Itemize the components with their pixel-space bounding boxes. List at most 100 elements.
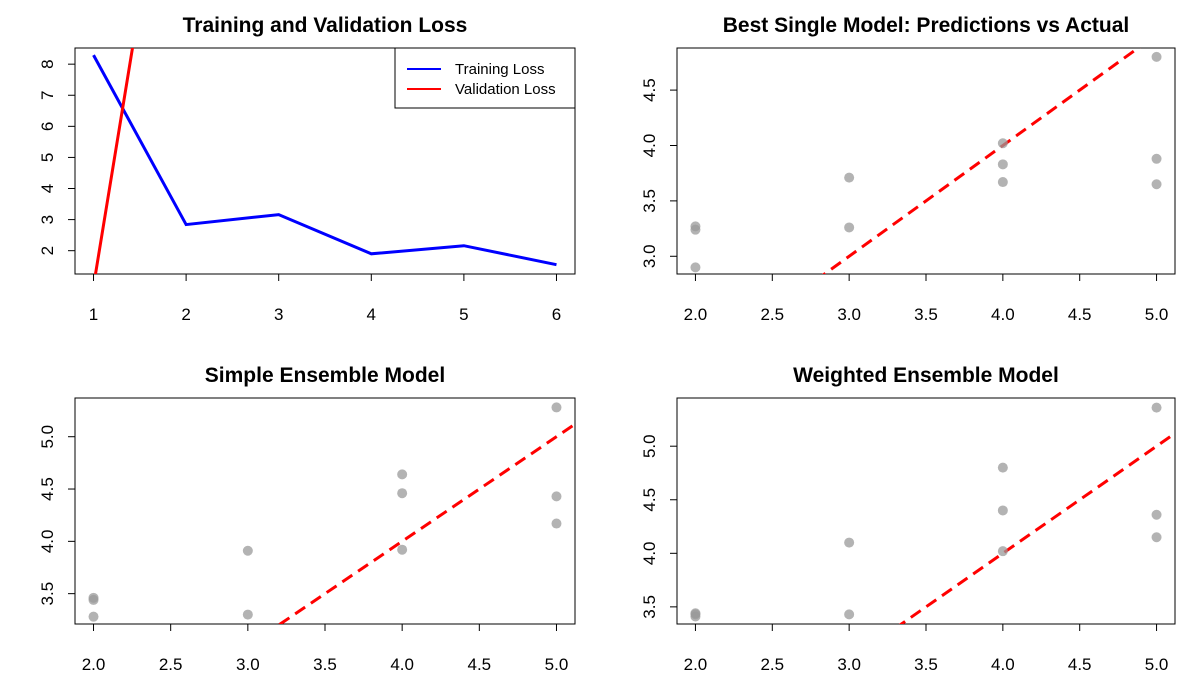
- y-tick-label: 4.5: [640, 78, 659, 102]
- plot-area: [92, 48, 557, 274]
- data-line: [93, 48, 135, 274]
- scatter-point: [1151, 532, 1162, 543]
- y-tick-label: 6: [38, 122, 57, 131]
- legend-label: Validation Loss: [455, 81, 556, 98]
- y-tick-label: 4.0: [38, 530, 57, 554]
- x-tick-label: 3.5: [313, 655, 337, 674]
- scatter-point: [844, 222, 855, 233]
- scatter-point: [690, 224, 701, 235]
- x-tick-label: 2.0: [684, 305, 708, 324]
- x-tick-label: 5: [459, 305, 468, 324]
- legend: Training Loss Validation Loss: [394, 47, 576, 109]
- scatter-point: [690, 262, 701, 273]
- y-tick-label: 4.5: [640, 488, 659, 512]
- chart-title: Weighted Ensemble Model: [793, 364, 1059, 387]
- x-tick-label: 4.5: [1068, 655, 1092, 674]
- x-tick-label: 2.5: [159, 655, 183, 674]
- y-tick-label: 5.0: [640, 434, 659, 458]
- x-tick-label: 3.0: [837, 305, 861, 324]
- reference-line: [898, 432, 1175, 624]
- x-tick-label: 3.0: [837, 655, 861, 674]
- scatter-point: [1151, 51, 1162, 62]
- x-tick-label: 2.5: [760, 655, 784, 674]
- x-tick-label: 6: [552, 305, 561, 324]
- panel: Training and Validation Loss 1 2 3 4 5 6 2 3 4 5 6 7…: [38, 14, 576, 324]
- reference-line: [821, 48, 1141, 274]
- scatter-point: [997, 462, 1008, 473]
- scatter-point: [690, 611, 701, 622]
- scatter-point: [88, 611, 99, 622]
- x-tick-label: 5.0: [545, 655, 569, 674]
- scatter-point: [242, 609, 253, 620]
- x-tick-label: 3.0: [236, 655, 260, 674]
- x-tick-label: 5.0: [1145, 655, 1169, 674]
- x-tick-label: 3.5: [914, 305, 938, 324]
- scatter-point: [551, 518, 562, 529]
- x-tick-label: 3: [274, 305, 283, 324]
- x-tick-label: 4.0: [390, 655, 414, 674]
- y-tick-label: 4: [38, 184, 57, 193]
- panel: Simple Ensemble Model 2.0 2.5 3.0 3.5 4.0 4.5 5…: [38, 364, 576, 674]
- scatter-point: [551, 491, 562, 502]
- scatter-point: [997, 159, 1008, 170]
- y-tick-label: 5.0: [38, 425, 57, 449]
- scatter-point: [997, 505, 1008, 516]
- x-tick-label: 4.5: [468, 655, 492, 674]
- panel: Weighted Ensemble Model 2.0 2.5 3.0 3.5 4.0 4.…: [640, 364, 1176, 674]
- scatter-point: [997, 177, 1008, 188]
- y-tick-label: 3.5: [38, 582, 57, 606]
- plot-area: [690, 402, 1175, 624]
- y-tick-label: 3.5: [640, 189, 659, 213]
- scatter-point: [551, 402, 562, 413]
- plot-area: [88, 402, 575, 624]
- data-line: [92, 54, 557, 267]
- scatter-point: [397, 544, 408, 555]
- scatter-point: [1151, 153, 1162, 164]
- y-tick-label: 2: [38, 246, 57, 255]
- scatter-point: [1151, 509, 1162, 520]
- scatter-point: [88, 594, 99, 605]
- scatter-point: [1151, 402, 1162, 413]
- scatter-point: [844, 172, 855, 183]
- x-tick-label: 4.0: [991, 655, 1015, 674]
- x-tick-label: 3.5: [914, 655, 938, 674]
- y-tick-label: 3.5: [640, 595, 659, 619]
- scatter-point: [242, 545, 253, 556]
- chart-title: Best Single Model: Predictions vs Actual: [723, 14, 1129, 37]
- y-tick-label: 3: [38, 215, 57, 224]
- scatter-point: [397, 488, 408, 499]
- scatter-point: [997, 138, 1008, 149]
- scatter-point: [1151, 179, 1162, 190]
- scatter-point: [844, 537, 855, 548]
- x-tick-label: 2.0: [82, 655, 106, 674]
- x-tick-label: 2: [181, 305, 190, 324]
- plot-area: [690, 48, 1162, 274]
- y-tick-label: 8: [38, 59, 57, 68]
- legend-box: [394, 47, 576, 109]
- y-tick-label: 7: [38, 91, 57, 100]
- x-tick-label: 2.0: [684, 655, 708, 674]
- y-tick-label: 4.5: [38, 477, 57, 501]
- x-tick-label: 2.5: [760, 305, 784, 324]
- y-tick-label: 4.0: [640, 541, 659, 565]
- x-tick-label: 5.0: [1145, 305, 1169, 324]
- reference-line: [277, 422, 575, 624]
- scatter-point: [397, 469, 408, 480]
- legend-label: Training Loss: [455, 61, 545, 78]
- scatter-point: [844, 609, 855, 620]
- y-tick-label: 5: [38, 153, 57, 162]
- plot-frame: [74, 397, 576, 625]
- x-tick-label: 4.5: [1068, 305, 1092, 324]
- x-tick-label: 4.0: [991, 305, 1015, 324]
- chart-title: Simple Ensemble Model: [205, 364, 445, 387]
- y-tick-label: 3.0: [640, 244, 659, 268]
- x-tick-label: 1: [89, 305, 98, 324]
- chart-title: Training and Validation Loss: [183, 14, 468, 37]
- plot-frame: [676, 47, 1176, 275]
- y-tick-label: 4.0: [640, 134, 659, 158]
- plot-frame: [676, 397, 1176, 625]
- panel: Best Single Model: Predictions vs Actual…: [640, 14, 1176, 324]
- x-tick-label: 4: [367, 305, 376, 324]
- scatter-point: [997, 546, 1008, 557]
